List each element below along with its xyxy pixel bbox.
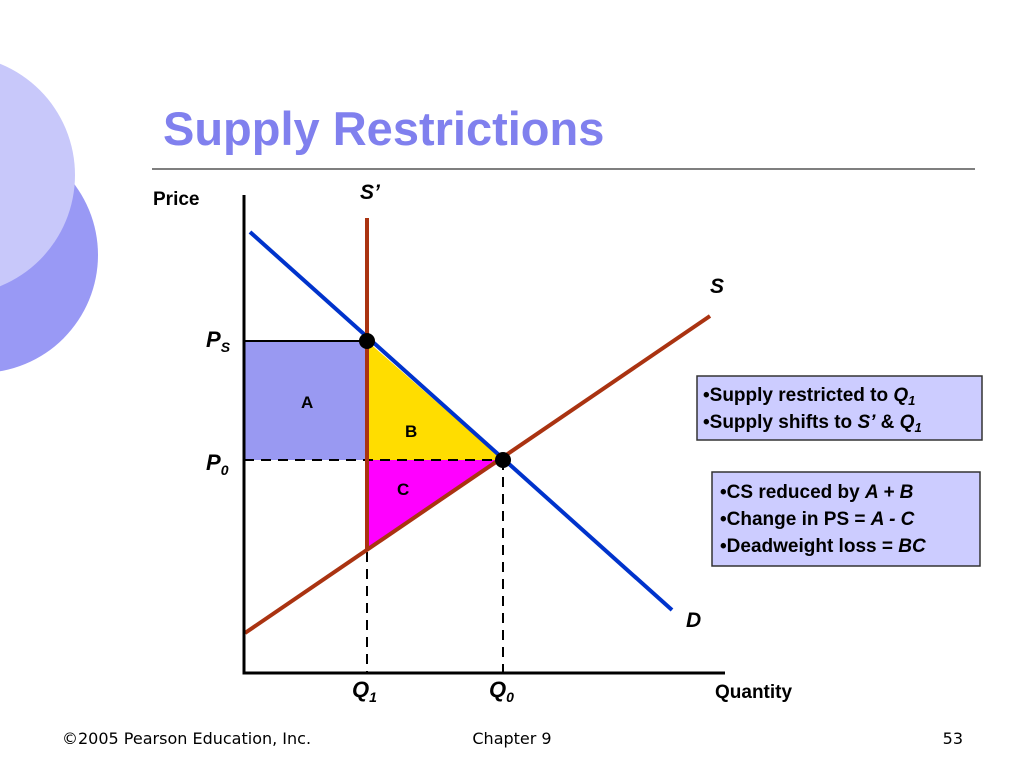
area-a <box>244 341 367 460</box>
curve-label: D <box>686 609 701 632</box>
run: •CS reduced by <box>720 482 865 503</box>
quantity-label: Q1 <box>352 677 377 705</box>
label-main: Q <box>489 677 506 702</box>
run: A + B <box>864 482 914 503</box>
point <box>495 452 511 468</box>
run: S’ <box>857 412 876 433</box>
run: & <box>875 412 899 433</box>
footer-left: ©2005 Pearson Education, Inc. <box>62 729 311 748</box>
demand-curve <box>248 230 674 612</box>
label-sub: 0 <box>506 689 514 705</box>
supply-curve <box>243 314 712 635</box>
box-frame <box>711 471 981 567</box>
bullet: •Supply restricted to Q1 <box>703 385 915 408</box>
label-main: P <box>206 327 221 352</box>
bullet: •Change in PS = A - C <box>720 509 915 530</box>
note-box: •Supply restricted to Q1 •Supply shifts … <box>696 375 983 441</box>
bullet: •Supply shifts to S’ & Q1 <box>703 412 922 435</box>
area-label: B <box>405 422 417 441</box>
decor-circle <box>0 63 75 287</box>
footer-center: Chapter 9 <box>472 729 551 748</box>
run: A - C <box>870 509 915 530</box>
label-sub: 1 <box>369 689 377 705</box>
area-label: C <box>397 480 409 499</box>
run: BC <box>898 536 926 557</box>
run: •Change in PS = <box>720 509 871 530</box>
area-label: A <box>301 393 313 412</box>
run: Q <box>893 385 908 406</box>
price-label: PS <box>206 327 231 355</box>
run: •Deadweight loss = <box>720 536 898 557</box>
note-box: •CS reduced by A + B •Change in PS = A -… <box>711 471 981 567</box>
box-frame <box>696 375 983 441</box>
label-main: P <box>206 450 221 475</box>
curve-label: S <box>710 275 724 298</box>
run: Q <box>900 412 915 433</box>
run: •Supply shifts to <box>703 412 857 433</box>
run: •Supply restricted to <box>703 385 893 406</box>
price-label: P0 <box>206 450 229 478</box>
run: 1 <box>914 420 921 435</box>
page-number: 53 <box>943 729 963 748</box>
point <box>359 333 375 349</box>
label-sub: 0 <box>221 462 229 478</box>
y-axis-label: Price <box>153 189 199 210</box>
bullet: •CS reduced by A + B <box>720 482 914 503</box>
title: Supply Restrictions <box>163 102 604 155</box>
quantity-label: Q0 <box>489 677 514 705</box>
axes <box>242 195 725 675</box>
curve-label: S’ <box>360 181 381 204</box>
label-main: Q <box>352 677 369 702</box>
run: 1 <box>908 393 915 408</box>
bullet: •Deadweight loss = BC <box>720 536 926 557</box>
x-axis-label: Quantity <box>715 682 792 703</box>
label-sub: S <box>221 339 231 355</box>
